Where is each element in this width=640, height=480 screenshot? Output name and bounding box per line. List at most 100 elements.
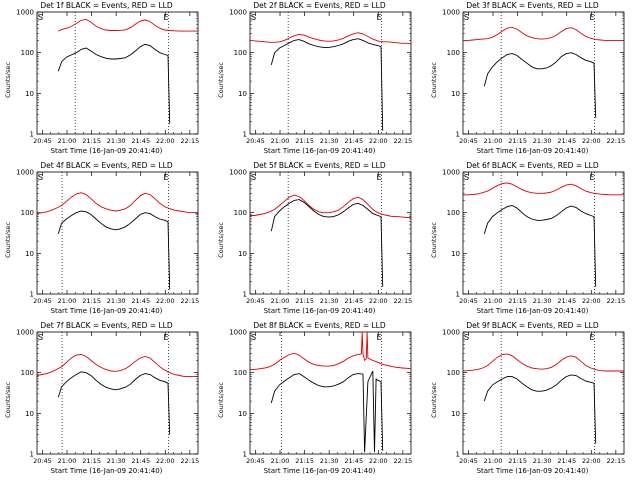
x-tick-label: 21:00 — [484, 457, 503, 465]
y-tick-label: 10 — [238, 410, 247, 418]
x-tick-label: 21:30 — [107, 297, 126, 305]
x-tick-label: 21:45 — [131, 457, 150, 465]
x-tick-label: 21:15 — [82, 457, 101, 465]
x-tick-label: 22:00 — [582, 297, 601, 305]
y-axis-label: Counts/sec — [217, 382, 225, 418]
x-tick-label: 21:45 — [131, 137, 150, 145]
x-tick-label: 21:15 — [295, 137, 314, 145]
start-marker-label: S — [464, 333, 469, 342]
lld-series-line — [250, 194, 411, 219]
x-tick-label: 21:30 — [107, 457, 126, 465]
x-tick-label: 21:15 — [295, 457, 314, 465]
events-series-line — [483, 374, 597, 444]
lld-series-line — [250, 331, 411, 370]
x-tick-label: 21:45 — [344, 137, 363, 145]
x-tick-label: 22:00 — [156, 457, 175, 465]
x-axis-label: Start Time (16-Jan-09 20:41:40) — [263, 467, 376, 475]
x-tick-label: 21:15 — [82, 137, 101, 145]
x-tick-label: 21:45 — [557, 137, 576, 145]
x-tick-label: 21:45 — [557, 457, 576, 465]
detector-panel: 1 10 100 1000 20:45 21:00 21:15 21:30 21:45 22:00… — [426, 160, 639, 320]
x-tick-label: 22:00 — [156, 137, 175, 145]
end-marker-label: E — [590, 333, 595, 342]
panel-title: Det 1f BLACK = Events, RED = LLD — [40, 1, 173, 10]
chart-svg: 1 10 100 1000 20:45 21:00 21:15 21:30 21:45 22:00… — [442, 9, 625, 146]
y-tick-label: 10 — [25, 410, 34, 418]
y-tick-label: 1 — [30, 131, 34, 139]
y-axis-label: Counts/sec — [430, 62, 438, 98]
plot-frame — [462, 171, 625, 295]
x-axis-label: Start Time (16-Jan-09 20:41:40) — [50, 467, 163, 475]
x-tick-label: 21:00 — [271, 457, 290, 465]
y-tick-label: 1000 — [442, 9, 460, 17]
x-tick-label: 21:15 — [508, 457, 527, 465]
x-tick-label: 21:30 — [107, 137, 126, 145]
plot-frame — [249, 331, 412, 455]
y-axis-label: Counts/sec — [217, 62, 225, 98]
x-tick-label: 21:15 — [508, 137, 527, 145]
events-series-line — [57, 371, 171, 435]
x-axis-label: Start Time (16-Jan-09 20:41:40) — [50, 307, 163, 315]
y-axis-label: Counts/sec — [430, 222, 438, 258]
x-axis-label: Start Time (16-Jan-09 20:41:40) — [50, 147, 163, 155]
plot-frame — [249, 11, 412, 135]
x-tick-label: 21:00 — [271, 297, 290, 305]
y-tick-label: 10 — [451, 90, 460, 98]
panel-title: Det 6f BLACK = Events, RED = LLD — [466, 161, 599, 170]
y-tick-label: 10 — [238, 250, 247, 258]
x-tick-label: 21:30 — [533, 137, 552, 145]
x-tick-label: 22:15 — [393, 137, 412, 145]
x-axis-label: Start Time (16-Jan-09 20:41:40) — [263, 307, 376, 315]
detector-panel: 1 10 100 1000 20:45 21:00 21:15 21:30 21:45 22:00… — [213, 320, 426, 480]
y-tick-label: 10 — [451, 410, 460, 418]
detector-panel: 1 10 100 1000 20:45 21:00 21:15 21:30 21:45 22:00… — [426, 320, 639, 480]
y-tick-label: 1000 — [229, 329, 247, 337]
x-tick-label: 21:45 — [131, 297, 150, 305]
lld-series-line — [36, 192, 198, 215]
y-tick-label: 100 — [234, 49, 247, 57]
x-tick-label: 21:30 — [533, 297, 552, 305]
x-tick-label: 21:00 — [484, 137, 503, 145]
x-tick-label: 20:45 — [246, 457, 265, 465]
chart-svg: 1 10 100 1000 20:45 21:00 21:15 21:30 21:45 22:00… — [442, 329, 625, 466]
start-marker-label: S — [464, 173, 469, 182]
x-tick-label: 20:45 — [33, 297, 52, 305]
y-tick-label: 100 — [21, 209, 34, 217]
y-tick-label: 1000 — [442, 169, 460, 177]
y-axis-label: Counts/sec — [4, 222, 12, 258]
events-series-line — [270, 38, 384, 131]
x-tick-label: 20:45 — [459, 137, 478, 145]
y-tick-label: 10 — [238, 90, 247, 98]
x-tick-label: 22:00 — [582, 137, 601, 145]
panel-title: Det 8f BLACK = Events, RED = LLD — [253, 321, 386, 330]
y-tick-label: 1000 — [16, 9, 34, 17]
y-tick-label: 1000 — [442, 329, 460, 337]
x-tick-label: 21:45 — [557, 297, 576, 305]
x-tick-label: 22:00 — [369, 297, 388, 305]
y-tick-label: 1 — [456, 131, 460, 139]
x-tick-label: 21:45 — [344, 457, 363, 465]
chart-svg: 1 10 100 1000 20:45 21:00 21:15 21:30 21:45 22:00… — [16, 329, 199, 466]
plot-frame — [36, 171, 199, 295]
events-series-line — [57, 210, 171, 290]
x-axis-label: Start Time (16-Jan-09 20:41:40) — [476, 307, 589, 315]
x-tick-label: 22:00 — [156, 297, 175, 305]
x-axis-label: Start Time (16-Jan-09 20:41:40) — [476, 467, 589, 475]
detector-panel: 1 10 100 1000 20:45 21:00 21:15 21:30 21:45 22:00… — [0, 160, 213, 320]
panel-title: Det 5f BLACK = Events, RED = LLD — [253, 161, 386, 170]
x-tick-label: 21:45 — [344, 297, 363, 305]
x-axis-label: Start Time (16-Jan-09 20:41:40) — [263, 147, 376, 155]
detector-panel: 1 10 100 1000 20:45 21:00 21:15 21:30 21:45 22:00… — [0, 320, 213, 480]
panel-title: Det 2f BLACK = Events, RED = LLD — [253, 1, 386, 10]
y-tick-label: 1 — [456, 451, 460, 459]
x-tick-label: 22:00 — [369, 457, 388, 465]
x-tick-label: 22:15 — [180, 137, 199, 145]
end-marker-label: E — [590, 173, 595, 182]
end-marker-label: E — [377, 13, 382, 22]
x-tick-label: 21:30 — [533, 457, 552, 465]
y-tick-label: 10 — [25, 250, 34, 258]
y-tick-label: 1 — [243, 291, 247, 299]
x-tick-label: 22:00 — [369, 137, 388, 145]
detector-panel: 1 10 100 1000 20:45 21:00 21:15 21:30 21:45 22:00… — [426, 0, 639, 160]
start-marker-label: S — [464, 13, 469, 22]
